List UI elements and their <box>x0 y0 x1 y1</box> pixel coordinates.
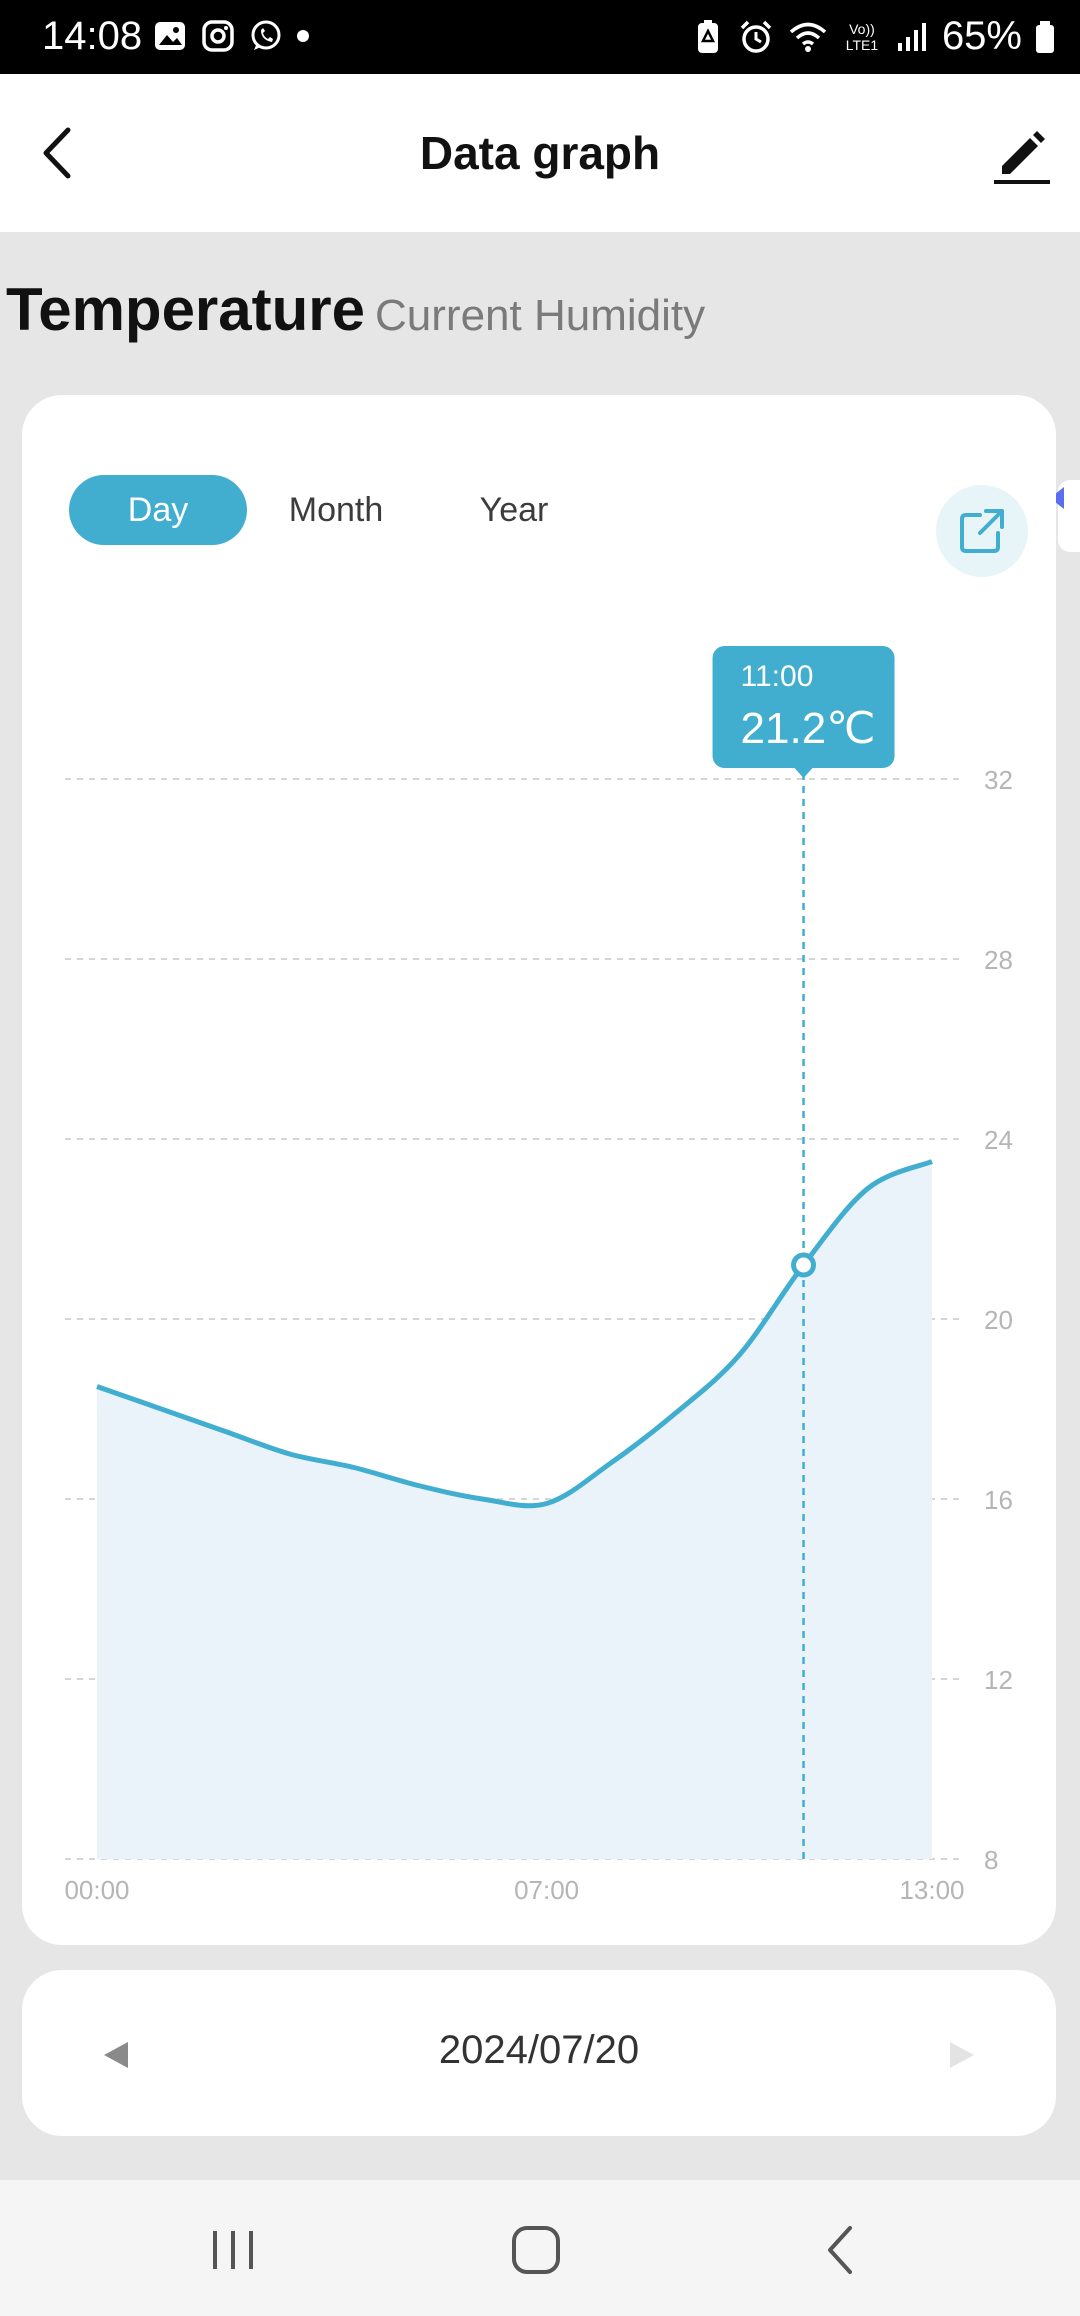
app-header: Data graph <box>0 74 1080 232</box>
tooltip-time: 11:00 <box>741 660 814 693</box>
edit-pencil-icon[interactable] <box>990 122 1054 186</box>
y-tick-label: 32 <box>984 765 1013 795</box>
status-left-icons <box>152 18 310 54</box>
y-tick-label: 28 <box>984 945 1013 975</box>
date-label: 2024/07/20 <box>438 2028 640 2072</box>
tab-year[interactable]: Year <box>479 490 549 529</box>
tab-temperature[interactable]: Temperature <box>6 276 366 343</box>
y-tick-label: 24 <box>984 1125 1013 1155</box>
tooltip-value: 21.2℃ <box>741 704 876 753</box>
back-arrow-icon[interactable] <box>30 118 90 188</box>
y-tick-label: 8 <box>984 1845 998 1875</box>
battery-icon <box>1036 20 1054 53</box>
dot-icon <box>297 30 309 42</box>
gallery-icon <box>155 22 185 50</box>
recents-icon[interactable] <box>205 2225 261 2275</box>
status-bar: 14:08 <box>0 0 1080 74</box>
y-tick-label: 16 <box>984 1485 1013 1515</box>
range-tabs: Day Month Year <box>69 475 603 545</box>
y-tick-label: 20 <box>984 1305 1013 1335</box>
y-tick-label: 12 <box>984 1665 1013 1695</box>
triangle-right-icon[interactable] <box>936 2030 986 2080</box>
highlight-point[interactable] <box>791 1252 817 1278</box>
export-share-icon <box>960 509 1004 553</box>
x-tick-label: 13:00 <box>899 1875 964 1905</box>
volte-indicator: Vo)) LTE1 <box>845 20 879 53</box>
tab-current-humidity[interactable]: Current Humidity <box>375 291 706 340</box>
x-tick-label: 00:00 <box>64 1875 129 1905</box>
battery-saver-icon <box>697 19 718 53</box>
tooltip-pointer <box>794 768 813 778</box>
chart-area-fill <box>97 1161 932 1859</box>
tab-month[interactable]: Month <box>288 490 384 529</box>
status-time: 14:08 <box>42 14 143 58</box>
page-title: Data graph <box>419 127 661 179</box>
triangle-left-icon[interactable] <box>92 2030 142 2080</box>
tab-day[interactable]: Day <box>69 475 247 545</box>
date-navigator: 2024/07/20 <box>22 1970 1056 2136</box>
data-type-tabs: Temperature Current Humidity <box>6 275 705 345</box>
export-button[interactable] <box>936 485 1028 577</box>
signal-icon <box>897 22 926 51</box>
alarm-icon <box>740 20 772 53</box>
side-arrow-icon <box>1050 487 1064 509</box>
back-icon[interactable] <box>820 2222 860 2278</box>
whatsapp-icon <box>251 20 281 50</box>
tooltip-box <box>712 646 895 768</box>
system-nav-bar <box>0 2180 1080 2316</box>
wifi-icon <box>789 22 827 52</box>
instagram-icon <box>202 20 234 52</box>
status-right: Vo)) LTE1 65% <box>690 14 1056 59</box>
home-icon[interactable] <box>508 2222 564 2278</box>
x-tick-label: 07:00 <box>514 1875 579 1905</box>
temperature-chart[interactable]: 8 12 16 20 24 28 32 00:00 07:00 13:00 11:00 21.2℃ <box>22 395 1056 1945</box>
chart-card: Day Month Year 8 12 16 20 24 28 32 00:00 07:00 1… <box>22 395 1056 1945</box>
battery-percent: 65% <box>941 14 1022 58</box>
